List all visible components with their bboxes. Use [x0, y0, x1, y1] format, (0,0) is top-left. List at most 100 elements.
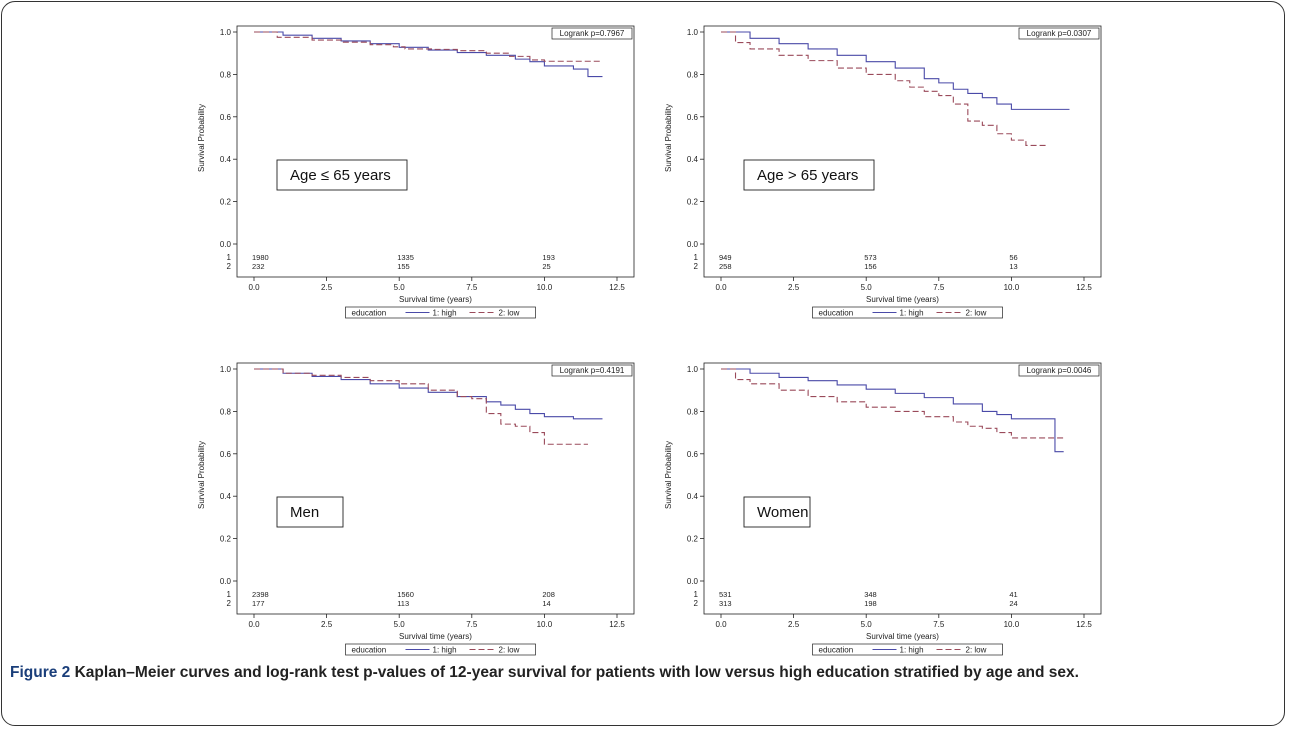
risk-count: 113 — [397, 599, 409, 608]
subgroup-box — [276, 496, 344, 528]
y-tick-label: 0.0 — [687, 577, 699, 586]
y-tick-label: 1.0 — [220, 28, 232, 37]
risk-row-label: 2 — [694, 599, 699, 608]
x-tick-label: 10.0 — [1004, 620, 1020, 629]
plot-frame — [236, 362, 635, 615]
x-tick-label: 5.0 — [394, 620, 406, 629]
x-tick-label: 0.0 — [715, 283, 727, 292]
figure-caption-text: Kaplan–Meier curves and log-rank test p-… — [74, 664, 1079, 681]
y-axis-label: Survival Probability — [664, 104, 673, 172]
plot-frame — [236, 25, 635, 278]
y-tick-label: 0.8 — [687, 70, 699, 79]
risk-row-label: 2 — [227, 262, 232, 271]
x-tick-label: 7.5 — [933, 283, 945, 292]
x-axis-label: Survival time (years) — [399, 295, 472, 304]
risk-count: 1560 — [397, 590, 414, 599]
x-tick-label: 0.0 — [715, 620, 727, 629]
subgroup-box — [276, 159, 408, 191]
x-tick-label: 12.5 — [1076, 283, 1092, 292]
y-tick-label: 0.0 — [220, 577, 232, 586]
risk-count: 313 — [719, 599, 732, 608]
y-axis-label: Survival Probability — [664, 441, 673, 509]
y-tick-label: 0.4 — [220, 492, 232, 501]
y-tick-label: 1.0 — [687, 365, 699, 374]
legend-label-low: 2: low — [499, 646, 520, 655]
y-tick-label: 0.2 — [220, 535, 232, 544]
risk-count: 56 — [1009, 253, 1017, 262]
x-tick-label: 2.5 — [788, 620, 800, 629]
y-tick-label: 0.6 — [687, 113, 699, 122]
risk-row-label: 1 — [227, 253, 232, 262]
logrank-box — [1018, 27, 1100, 40]
risk-count: 1980 — [252, 253, 269, 262]
figure-caption: Figure 2 Kaplan–Meier curves and log-ran… — [10, 662, 1270, 684]
x-tick-label: 2.5 — [321, 620, 333, 629]
chart-panel-1: 0.0 0.2 0.4 0.6 0.8 1.0 Survival Probability 0.… — [197, 25, 635, 319]
figure-label: Figure 2 — [10, 664, 71, 681]
x-tick-label: 5.0 — [394, 283, 406, 292]
risk-row-label: 1 — [694, 590, 699, 599]
legend-label-high: 1: high — [900, 309, 924, 318]
series-low-line — [254, 31, 603, 62]
x-axis-label: Survival time (years) — [866, 295, 939, 304]
x-tick-label: 12.5 — [609, 620, 625, 629]
logrank-annotation: Logrank p=0.0046 — [1027, 366, 1092, 375]
legend-box — [345, 643, 536, 656]
series-high-line — [721, 368, 1064, 453]
series-low-line — [254, 368, 588, 445]
risk-count: 232 — [252, 262, 265, 271]
x-tick-label: 0.0 — [248, 620, 260, 629]
x-tick-label: 10.0 — [1004, 283, 1020, 292]
y-tick-label: 0.6 — [687, 450, 699, 459]
logrank-box — [551, 364, 633, 377]
risk-count: 155 — [397, 262, 410, 271]
subgroup-label: Age ≤ 65 years — [290, 167, 391, 184]
legend-box — [812, 306, 1003, 319]
y-tick-label: 0.4 — [220, 155, 232, 164]
risk-count: 348 — [864, 590, 877, 599]
logrank-box — [551, 27, 633, 40]
legend-title: education — [352, 309, 387, 318]
risk-count: 198 — [864, 599, 877, 608]
y-tick-label: 0.2 — [220, 198, 232, 207]
km-figure: 0.0 0.2 0.4 0.6 0.8 1.0 Survival Probability 0.… — [197, 25, 1102, 656]
risk-row-label: 1 — [694, 253, 699, 262]
logrank-box — [1018, 364, 1100, 377]
risk-count: 25 — [542, 262, 550, 271]
x-tick-label: 2.5 — [321, 283, 333, 292]
subgroup-box — [743, 159, 875, 191]
y-tick-label: 0.8 — [220, 407, 232, 416]
risk-count: 41 — [1009, 590, 1017, 599]
x-tick-label: 12.5 — [609, 283, 625, 292]
y-tick-label: 1.0 — [687, 28, 699, 37]
legend-label-low: 2: low — [966, 309, 987, 318]
x-tick-label: 7.5 — [933, 620, 945, 629]
x-tick-label: 10.0 — [537, 620, 553, 629]
x-tick-label: 12.5 — [1076, 620, 1092, 629]
legend-box — [812, 643, 1003, 656]
y-tick-label: 0.8 — [687, 407, 699, 416]
legend-label-high: 1: high — [433, 309, 457, 318]
legend-title: education — [819, 646, 854, 655]
y-tick-label: 0.4 — [687, 492, 699, 501]
y-tick-label: 0.2 — [687, 198, 699, 207]
subgroup-label: Women — [757, 504, 808, 521]
logrank-annotation: Logrank p=0.7967 — [560, 29, 625, 38]
risk-count: 24 — [1009, 599, 1017, 608]
risk-count: 2398 — [252, 590, 269, 599]
y-tick-label: 0.0 — [687, 240, 699, 249]
x-tick-label: 2.5 — [788, 283, 800, 292]
chart-panel-4: 0.0 0.2 0.4 0.6 0.8 1.0 Survival Probability 0.… — [664, 362, 1102, 656]
risk-count: 573 — [864, 253, 877, 262]
legend-title: education — [352, 646, 387, 655]
risk-count: 193 — [542, 253, 555, 262]
legend-title: education — [819, 309, 854, 318]
risk-count: 14 — [542, 599, 550, 608]
risk-count: 177 — [252, 599, 265, 608]
legend-label-high: 1: high — [433, 646, 457, 655]
series-high-line — [254, 31, 603, 78]
series-low-line — [721, 31, 1047, 146]
x-tick-label: 7.5 — [466, 283, 478, 292]
risk-count: 258 — [719, 262, 732, 271]
